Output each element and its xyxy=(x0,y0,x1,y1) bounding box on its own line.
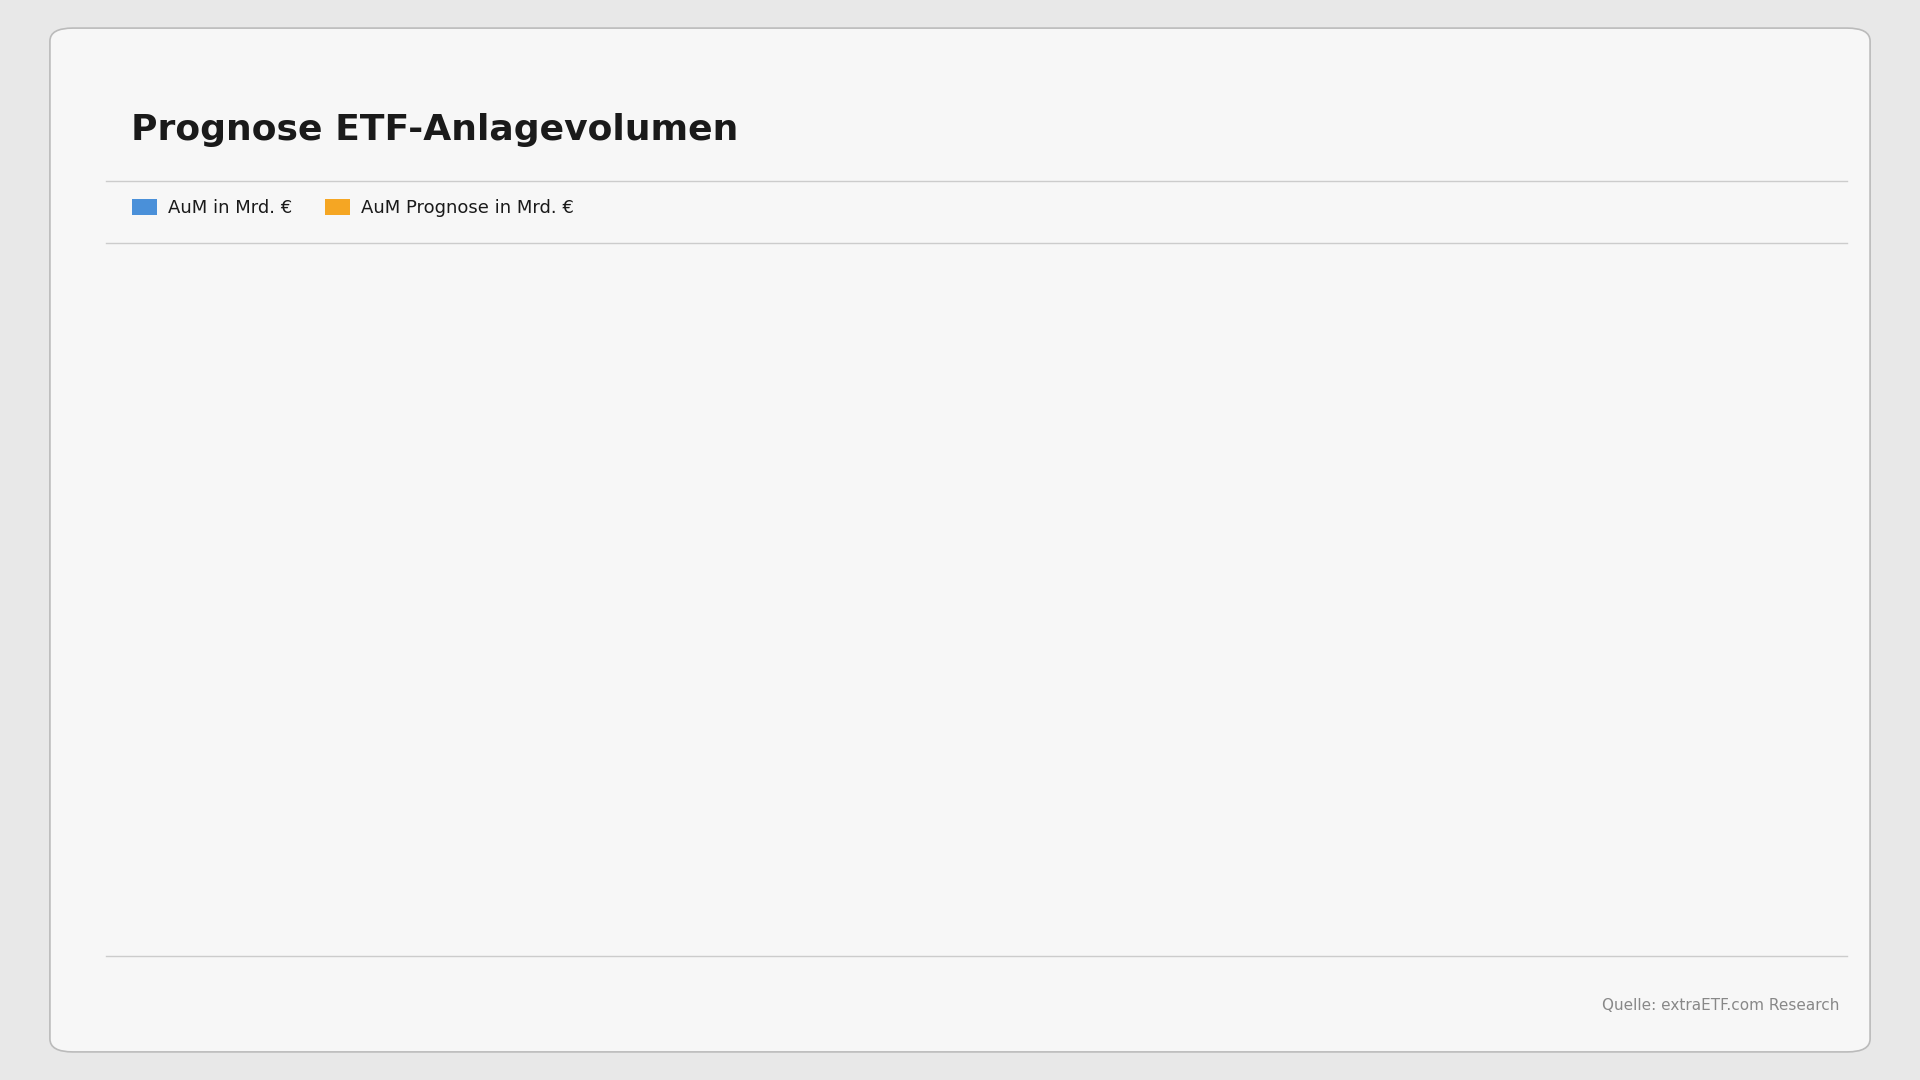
Text: 20,9: 20,9 xyxy=(707,894,751,912)
Bar xyxy=(1697,322,1770,956)
Text: 13,4: 13,4 xyxy=(455,907,499,926)
Text: 353,3: 353,3 xyxy=(1705,297,1763,315)
Bar xyxy=(566,922,639,956)
Bar xyxy=(1321,685,1394,956)
Text: 35,1: 35,1 xyxy=(833,868,877,887)
Text: 10,3: 10,3 xyxy=(330,913,374,931)
Bar xyxy=(1069,796,1142,956)
Bar xyxy=(1572,481,1644,956)
Legend: AuM in Mrd. €, AuM Prognose in Mrd. €: AuM in Mrd. €, AuM Prognose in Mrd. € xyxy=(132,199,574,217)
Text: 89,3: 89,3 xyxy=(1083,771,1127,789)
Bar xyxy=(693,918,766,956)
Text: 151,1: 151,1 xyxy=(1329,660,1386,678)
Bar xyxy=(190,943,263,956)
Text: 115,5: 115,5 xyxy=(1202,725,1260,742)
Bar xyxy=(945,865,1016,956)
Text: Quelle: extraETF.com Research: Quelle: extraETF.com Research xyxy=(1601,998,1839,1013)
Bar xyxy=(317,937,388,956)
Text: 199,3: 199,3 xyxy=(1453,573,1511,592)
Text: 264,7: 264,7 xyxy=(1580,457,1636,474)
Text: 18,4: 18,4 xyxy=(582,899,626,917)
Bar xyxy=(1194,748,1267,956)
Bar xyxy=(442,932,515,956)
Bar xyxy=(818,893,891,956)
Bar xyxy=(1446,598,1519,956)
Text: 7,5: 7,5 xyxy=(211,918,242,936)
Text: 50,6: 50,6 xyxy=(958,840,1002,859)
Text: Prognose ETF-Anlagevolumen: Prognose ETF-Anlagevolumen xyxy=(131,113,737,147)
